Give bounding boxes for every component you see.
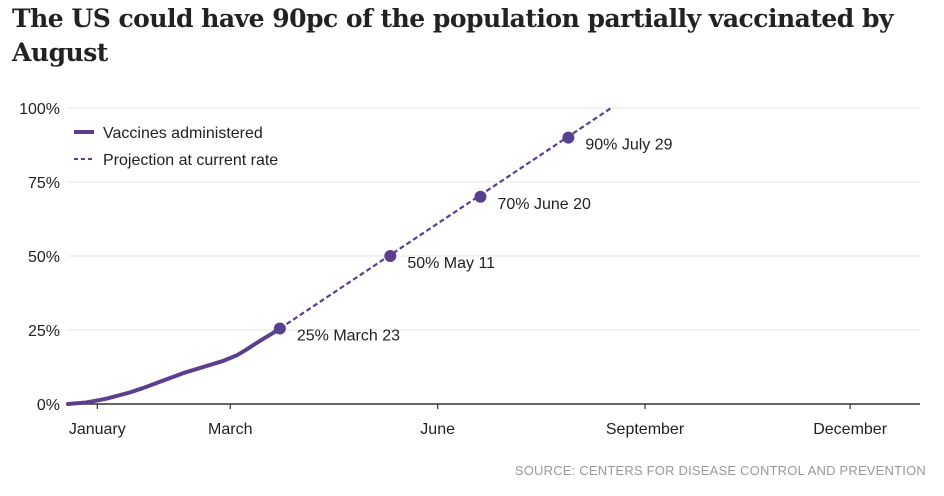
milestone-label: 70% June 20 bbox=[497, 196, 591, 213]
x-tick-label: December bbox=[813, 421, 887, 438]
series-vaccines-administered-line bbox=[66, 326, 282, 406]
y-tick-label: 25% bbox=[28, 323, 60, 340]
series-projection-line bbox=[279, 107, 612, 330]
milestone-point bbox=[384, 250, 397, 262]
x-tick-label: June bbox=[420, 421, 455, 438]
milestone-label: 90% July 29 bbox=[585, 137, 672, 154]
y-tick-label: 50% bbox=[28, 249, 60, 266]
source-note: SOURCE: CENTERS FOR DISEASE CONTROL AND … bbox=[514, 463, 926, 478]
y-tick-label: 0% bbox=[37, 397, 60, 414]
x-tick-label: January bbox=[69, 421, 126, 438]
legend-label: Projection at current rate bbox=[103, 152, 278, 169]
milestone-point bbox=[273, 322, 286, 335]
x-tick-label: March bbox=[208, 421, 252, 438]
legend-label: Vaccines administered bbox=[103, 125, 263, 142]
milestone-point bbox=[562, 131, 575, 144]
milestone-point bbox=[474, 190, 487, 203]
x-tick-label: September bbox=[606, 421, 685, 438]
milestone-label: 50% May 11 bbox=[407, 255, 495, 272]
chart-title: The US could have 90pc of the population… bbox=[12, 4, 894, 67]
y-tick-label: 75% bbox=[28, 175, 60, 192]
y-tick-label: 100% bbox=[19, 101, 60, 118]
milestone-label: 25% March 23 bbox=[297, 328, 400, 345]
